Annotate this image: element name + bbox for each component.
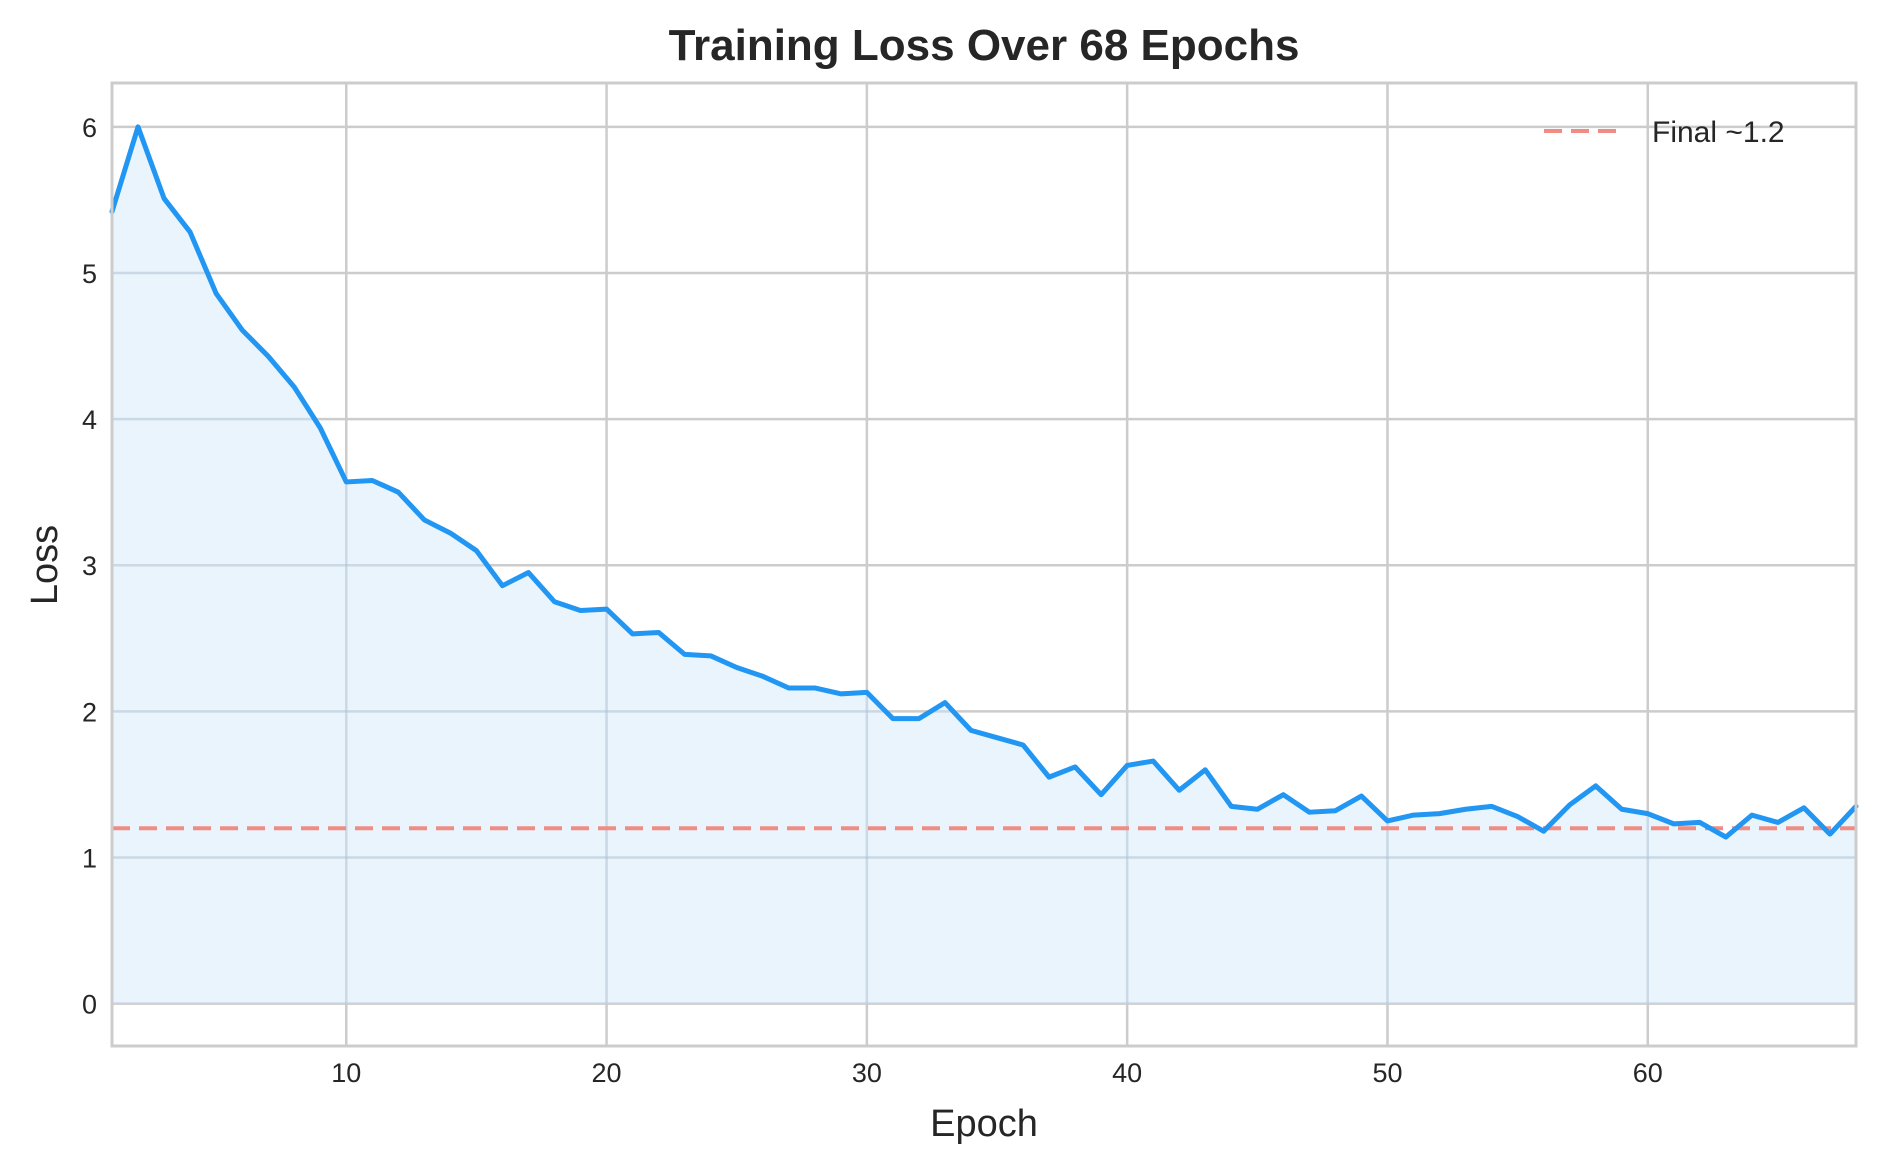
y-tick-label: 5 (82, 259, 97, 289)
y-tick-label: 2 (82, 697, 97, 727)
x-tick-label: 40 (1112, 1058, 1142, 1088)
loss-area-fill (112, 126, 1856, 1004)
y-axis-label: Loss (24, 525, 66, 605)
plot-area (109, 81, 1859, 1048)
legend-label: Final ~1.2 (1652, 116, 1785, 149)
loss-line (109, 124, 1859, 840)
x-tick-label: 60 (1633, 1058, 1663, 1088)
x-axis-ticks: 10 20 30 40 50 60 (331, 1058, 1663, 1088)
y-tick-label: 6 (82, 113, 97, 143)
x-tick-label: 10 (331, 1058, 361, 1088)
plot-frame (110, 81, 1858, 1048)
legend: Final ~1.2 (1544, 116, 1785, 149)
chart-title: Training Loss Over 68 Epochs (669, 21, 1300, 70)
y-axis-ticks: 0 1 2 3 4 5 6 (82, 113, 97, 1020)
x-tick-label: 20 (592, 1058, 622, 1088)
x-tick-label: 50 (1372, 1058, 1402, 1088)
y-tick-label: 4 (82, 405, 97, 435)
x-axis-label: Epoch (930, 1103, 1038, 1145)
y-tick-label: 3 (82, 551, 97, 581)
x-tick-label: 30 (852, 1058, 882, 1088)
y-tick-label: 0 (82, 990, 97, 1020)
y-tick-label: 1 (82, 843, 97, 873)
